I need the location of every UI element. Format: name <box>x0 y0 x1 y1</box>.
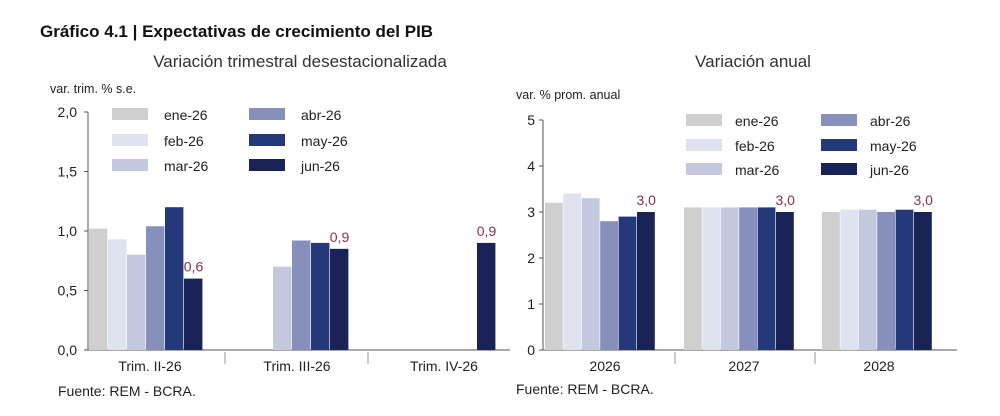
chart1-legend-label-feb-26: feb-26 <box>164 133 204 149</box>
chart2-bar-abr-26-2027 <box>739 207 757 350</box>
chart2-legend-label-may-26: may-26 <box>870 138 917 154</box>
chart2-legend-label-ene-26: ene-26 <box>735 113 779 129</box>
chart2-title: Variación anual <box>695 52 811 71</box>
chart2-bar-abr-26-2026 <box>600 221 618 350</box>
chart2-y-axis-label: var. % prom. anual <box>516 88 620 102</box>
chart2-legend-swatch-ene-26 <box>686 114 722 126</box>
chart2-data-label: 3,0 <box>636 192 656 208</box>
chart1-bar-mar-26-trim-iii-26 <box>273 266 292 350</box>
chart2-bar-may-26-2028 <box>895 209 914 350</box>
chart2-legend-swatch-jun-26 <box>821 163 857 175</box>
chart2-y-tick-label: 0 <box>527 342 535 358</box>
chart1-legend-swatch-feb-26 <box>112 134 148 146</box>
chart2-data-label: 3,0 <box>913 192 933 208</box>
chart2-legend-label-feb-26: feb-26 <box>735 138 775 154</box>
chart1-data-label: 0,6 <box>184 259 204 275</box>
chart1-legend-label-mar-26: mar-26 <box>164 158 209 174</box>
chart2-y-tick-label: 5 <box>527 112 535 128</box>
chart1-y-tick-label: 0,0 <box>58 342 78 358</box>
chart1-bar-abr-26-trim-iii-26 <box>292 240 311 350</box>
chart2-y-tick-label: 4 <box>527 158 535 174</box>
chart1-bar-feb-26-trim-ii-26 <box>108 239 127 350</box>
chart2-y-tick-label: 2 <box>527 250 535 266</box>
chart2-bar-ene-26-2028 <box>822 212 840 350</box>
chart1-source-note: Fuente: REM - BCRA. <box>58 383 196 399</box>
chart2-bar-feb-26-2028 <box>840 209 859 350</box>
chart2-category-label: 2027 <box>728 358 759 374</box>
chart1-bar-jun-26-trim-iv-26 <box>477 242 496 350</box>
chart1-bar-abr-26-trim-ii-26 <box>146 226 165 350</box>
chart2-legend-label-jun-26: jun-26 <box>869 162 909 178</box>
chart1-category-label: Trim. III-26 <box>263 358 330 374</box>
chart2-legend-swatch-mar-26 <box>686 163 722 175</box>
chart2-bar-may-26-2027 <box>757 207 776 350</box>
chart1-data-label: 0,9 <box>477 223 497 239</box>
chart2-bar-feb-26-2026 <box>563 193 582 350</box>
chart2-bar-ene-26-2027 <box>684 207 702 350</box>
chart1-legend-swatch-abr-26 <box>249 108 285 120</box>
chart2-bar-mar-26-2027 <box>720 207 739 350</box>
chart1-bar-jun-26-trim-ii-26 <box>184 278 203 350</box>
chart2-bar-feb-26-2027 <box>702 207 721 350</box>
chart2-y-tick-label: 3 <box>527 204 535 220</box>
chart1-legend-label-ene-26: ene-26 <box>164 107 208 123</box>
chart2-legend-swatch-abr-26 <box>821 114 857 126</box>
chart1-category-label: Trim. II-26 <box>118 358 181 374</box>
chart2-category-label: 2028 <box>863 358 894 374</box>
chart1-bar-may-26-trim-iii-26 <box>311 242 330 350</box>
chart2-bar-ene-26-2026 <box>545 202 563 350</box>
chart2-y-tick-label: 1 <box>527 296 535 312</box>
chart1-legend-label-may-26: may-26 <box>301 133 348 149</box>
chart2-source-note: Fuente: REM - BCRA. <box>516 381 654 397</box>
chart1-legend-swatch-may-26 <box>249 134 285 146</box>
chart2-category-label: 2026 <box>589 358 620 374</box>
chart2-bar-abr-26-2028 <box>877 212 895 350</box>
chart1-legend-label-jun-26: jun-26 <box>300 158 340 174</box>
chart2-data-label: 3,0 <box>775 192 795 208</box>
chart1-y-tick-label: 1,5 <box>58 164 78 180</box>
chart1-legend-label-abr-26: abr-26 <box>301 107 342 123</box>
chart1-bar-may-26-trim-ii-26 <box>165 207 184 350</box>
chart1-legend-swatch-ene-26 <box>112 108 148 120</box>
chart1-y-axis-label: var. trim. % s.e. <box>50 82 136 96</box>
chart2-bar-jun-26-2027 <box>776 212 794 350</box>
chart2-bar-jun-26-2028 <box>914 212 932 350</box>
chart1-y-tick-label: 2,0 <box>58 104 78 120</box>
chart1-title: Variación trimestral desestacionalizada <box>153 52 447 71</box>
chart1-category-label: Trim. IV-26 <box>410 358 478 374</box>
chart2-bar-mar-26-2028 <box>858 209 877 350</box>
chart1-legend-swatch-jun-26 <box>249 159 285 171</box>
chart1-legend-swatch-mar-26 <box>112 159 148 171</box>
figure-title: Gráfico 4.1 | Expectativas de crecimient… <box>40 22 434 41</box>
chart2-bar-jun-26-2026 <box>637 212 655 350</box>
chart1-data-label: 0,9 <box>330 229 350 245</box>
chart1-bar-ene-26-trim-ii-26 <box>89 228 108 350</box>
chart1-y-tick-label: 0,5 <box>58 283 78 299</box>
chart1-y-tick-label: 1,0 <box>58 223 78 239</box>
chart2-bar-may-26-2026 <box>618 216 637 350</box>
chart1-bar-mar-26-trim-ii-26 <box>127 254 146 350</box>
chart1-bar-jun-26-trim-iii-26 <box>330 248 349 350</box>
chart2-legend-label-mar-26: mar-26 <box>735 162 780 178</box>
chart2-legend-label-abr-26: abr-26 <box>870 113 911 129</box>
chart2-bar-mar-26-2026 <box>581 198 600 350</box>
chart2-legend-swatch-may-26 <box>821 139 857 151</box>
chart2-legend-swatch-feb-26 <box>686 139 722 151</box>
